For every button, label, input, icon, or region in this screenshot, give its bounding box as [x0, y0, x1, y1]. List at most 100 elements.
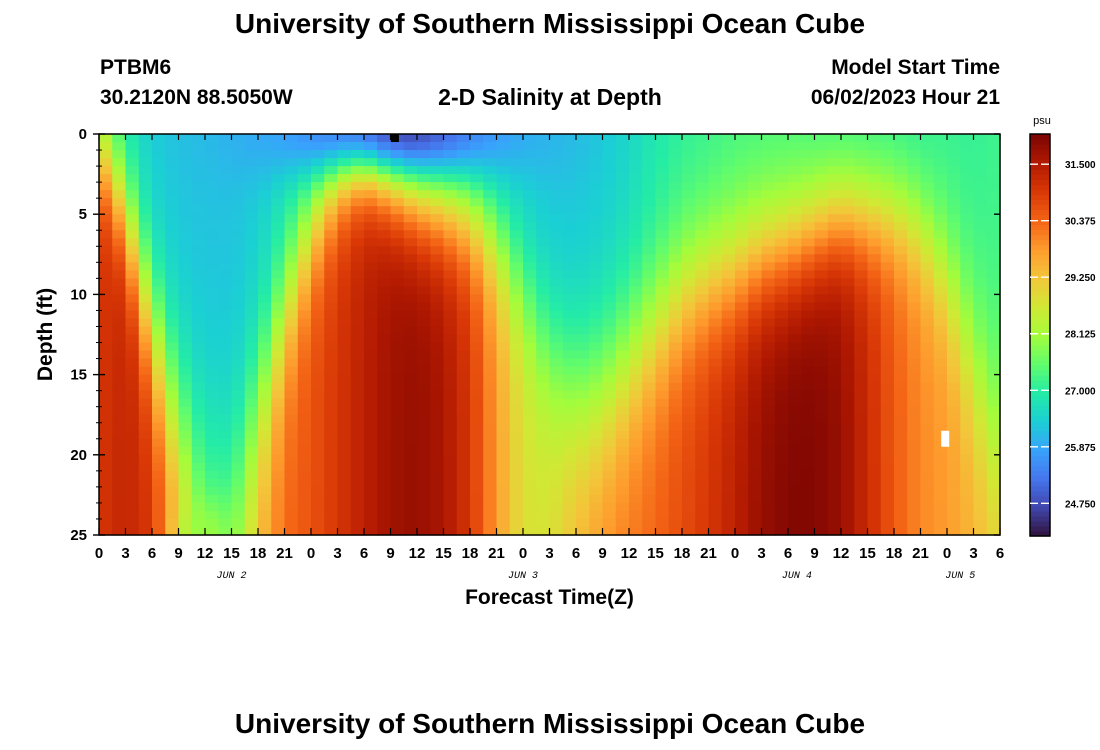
- heatmap-cell: [827, 318, 842, 328]
- colorbar-cell: [1030, 345, 1050, 351]
- heatmap-cell: [801, 470, 816, 480]
- heatmap-cell: [258, 342, 272, 352]
- heatmap-cell: [788, 510, 802, 520]
- heatmap-cell: [562, 198, 577, 207]
- heatmap-cell: [894, 142, 908, 151]
- heatmap-cell: [271, 374, 286, 384]
- heatmap-cell: [920, 238, 935, 247]
- heatmap-cell: [549, 230, 564, 239]
- heatmap-cell: [986, 454, 1001, 464]
- heatmap-cell: [483, 486, 498, 496]
- heatmap-cell: [258, 446, 272, 456]
- x-tick-label: 6: [148, 545, 156, 562]
- heatmap-cell: [258, 334, 272, 344]
- heatmap-cell: [483, 166, 498, 175]
- colorbar-cell: [1030, 510, 1050, 517]
- heatmap-cell: [589, 462, 604, 472]
- colorbar-cell: [1030, 430, 1050, 437]
- heatmap-cell: [682, 246, 696, 255]
- heatmap-cell: [615, 206, 630, 215]
- heatmap-cell: [854, 342, 869, 352]
- heatmap-cell: [960, 198, 975, 207]
- heatmap-cell: [562, 510, 577, 520]
- heatmap-cell: [470, 382, 484, 392]
- heatmap-cell: [774, 494, 789, 504]
- heatmap-cell: [244, 142, 259, 151]
- heatmap-cell: [178, 390, 193, 400]
- heatmap-cell: [735, 462, 749, 472]
- heatmap-cell: [483, 150, 498, 159]
- heatmap-cell: [430, 350, 445, 360]
- heatmap-cell: [403, 502, 418, 512]
- heatmap-cell: [615, 462, 630, 472]
- heatmap-cell: [218, 182, 233, 191]
- heatmap-cell: [668, 446, 683, 456]
- heatmap-cell: [536, 246, 551, 255]
- heatmap-cell: [99, 438, 113, 448]
- heatmap-cell: [125, 478, 140, 488]
- heatmap-cell: [920, 478, 935, 488]
- heatmap-cell: [986, 462, 1001, 472]
- heatmap-cell: [880, 350, 895, 360]
- heatmap-cell: [576, 158, 590, 167]
- heatmap-cell: [231, 302, 246, 312]
- heatmap-cell: [337, 350, 352, 360]
- heatmap-cell: [324, 478, 339, 488]
- heatmap-cell: [244, 270, 259, 279]
- heatmap-cell: [165, 382, 180, 392]
- heatmap-cell: [536, 438, 551, 448]
- heatmap-cell: [854, 398, 869, 408]
- heatmap-cell: [642, 318, 657, 328]
- heatmap-cell: [496, 430, 511, 440]
- heatmap-cell: [933, 198, 948, 207]
- heatmap-cell: [761, 358, 776, 368]
- heatmap-cell: [827, 294, 842, 304]
- heatmap-cell: [827, 358, 842, 368]
- heatmap-cell: [748, 358, 763, 368]
- heatmap-cell: [933, 454, 948, 464]
- heatmap-cell: [258, 382, 272, 392]
- heatmap-cell: [801, 238, 816, 247]
- heatmap-cell: [788, 142, 802, 151]
- heatmap-cell: [297, 462, 312, 472]
- heatmap-cell: [854, 222, 869, 231]
- colorbar-cell: [1030, 189, 1050, 195]
- heatmap-cell: [920, 334, 935, 344]
- heatmap-cell: [947, 182, 961, 191]
- heatmap-cell: [311, 310, 325, 320]
- heatmap-cell: [456, 326, 471, 336]
- heatmap-cell: [350, 182, 365, 191]
- heatmap-cell: [417, 366, 431, 376]
- heatmap-cell: [311, 422, 325, 432]
- heatmap-cell: [417, 454, 431, 464]
- heatmap-cell: [655, 246, 670, 255]
- heatmap-cell: [947, 158, 961, 167]
- heatmap-cell: [602, 230, 617, 239]
- heatmap-cell: [165, 158, 180, 167]
- heatmap-cell: [735, 286, 749, 295]
- heatmap-cell: [403, 398, 418, 408]
- heatmap-cell: [125, 246, 140, 255]
- x-tick-label: 3: [333, 545, 341, 562]
- heatmap-cell: [947, 446, 961, 456]
- heatmap-cell: [112, 446, 127, 456]
- colorbar-cell: [1030, 505, 1050, 512]
- heatmap-cell: [311, 198, 325, 207]
- heatmap-cell: [814, 286, 829, 295]
- heatmap-cell: [629, 238, 643, 247]
- heatmap-cell: [509, 350, 524, 360]
- heatmap-cell: [205, 406, 219, 416]
- heatmap-cell: [735, 438, 749, 448]
- heatmap-cell: [615, 286, 630, 295]
- heatmap-cell: [907, 406, 922, 416]
- heatmap-cell: [735, 166, 749, 175]
- heatmap-cell: [695, 374, 710, 384]
- heatmap-cell: [735, 278, 749, 287]
- heatmap-cell: [735, 398, 749, 408]
- heatmap-cell: [827, 414, 842, 424]
- heatmap-cell: [456, 166, 471, 175]
- heatmap-cell: [801, 254, 816, 263]
- heatmap-cell: [311, 302, 325, 312]
- heatmap-cell: [258, 134, 272, 143]
- heatmap-cell: [801, 438, 816, 448]
